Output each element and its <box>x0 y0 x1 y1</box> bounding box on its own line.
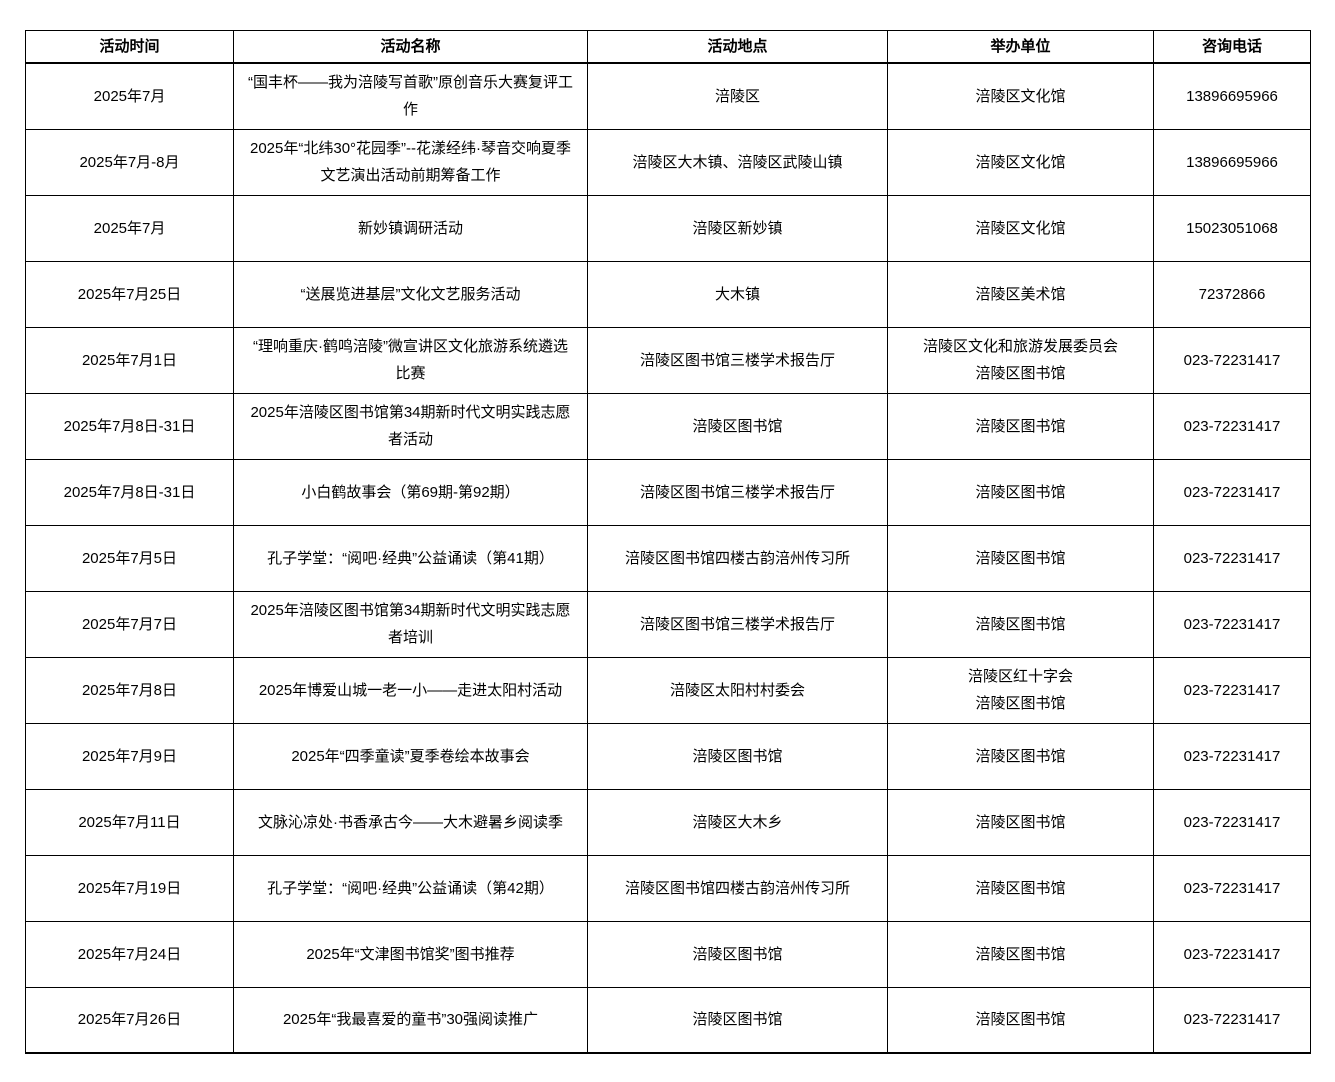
table-cell: 涪陵区文化馆 <box>887 194 1154 262</box>
table-cell: 涪陵区图书馆 <box>587 986 888 1054</box>
column-header: 咨询电话 <box>1153 30 1311 64</box>
table-cell: 涪陵区图书馆三楼学术报告厅 <box>587 458 888 526</box>
header-row: 活动时间 活动名称 活动地点 举办单位 咨询电话 <box>25 30 1311 64</box>
events-table-container: 活动时间 活动名称 活动地点 举办单位 咨询电话 2025年7月 “国丰杯——我为涪陵写首… <box>25 30 1311 1054</box>
table-cell: 2025年7月 <box>25 194 234 262</box>
table-cell: 孔子学堂：“阅吧·经典”公益诵读（第42期） <box>233 854 588 922</box>
column-header: 活动时间 <box>25 30 234 64</box>
table-cell: 涪陵区图书馆 <box>887 458 1154 526</box>
table-cell: “国丰杯——我为涪陵写首歌”原创音乐大赛复评工作 <box>233 62 588 130</box>
table-cell: 2025年涪陵区图书馆第34期新时代文明实践志愿者活动 <box>233 392 588 460</box>
table-cell: 023-72231417 <box>1153 788 1311 856</box>
table-cell: 023-72231417 <box>1153 392 1311 460</box>
table-cell: 2025年7月8日 <box>25 656 234 724</box>
table-cell: 2025年7月5日 <box>25 524 234 592</box>
column-header: 活动地点 <box>587 30 888 64</box>
table-cell: 涪陵区 <box>587 62 888 130</box>
table-cell: 涪陵区图书馆 <box>587 722 888 790</box>
column-header: 举办单位 <box>887 30 1154 64</box>
table-cell: 涪陵区文化和旅游发展委员会 涪陵区图书馆 <box>887 326 1154 394</box>
table-cell: 2025年博爱山城一老一小——走进太阳村活动 <box>233 656 588 724</box>
table-cell: 2025年7月7日 <box>25 590 234 658</box>
table-cell: 023-72231417 <box>1153 590 1311 658</box>
table-cell: 2025年7月8日-31日 <box>25 392 234 460</box>
events-table: 活动时间 活动名称 活动地点 举办单位 咨询电话 2025年7月 “国丰杯——我为涪陵写首… <box>25 30 1311 1054</box>
table-row: 2025年7月11日 文脉沁凉处·书香承古今——大木避暑乡阅读季 涪陵区大木乡 涪陵区… <box>25 788 1311 856</box>
table-cell: 2025年7月19日 <box>25 854 234 922</box>
table-row: 2025年7月8日-31日 小白鹤故事会（第69期-第92期） 涪陵区图书馆三楼学术… <box>25 458 1311 526</box>
table-cell: 023-72231417 <box>1153 326 1311 394</box>
table-cell: 小白鹤故事会（第69期-第92期） <box>233 458 588 526</box>
table-cell: 2025年7月-8月 <box>25 128 234 196</box>
table-row: 2025年7月24日 2025年“文津图书馆奖”图书推荐 涪陵区图书馆 涪陵区图书馆 0… <box>25 920 1311 988</box>
table-cell: “理响重庆·鹤鸣涪陵”微宣讲区文化旅游系统遴选比赛 <box>233 326 588 394</box>
table-cell: 2025年7月24日 <box>25 920 234 988</box>
table-cell: 涪陵区图书馆 <box>887 722 1154 790</box>
table-cell: 大木镇 <box>587 260 888 328</box>
table-body: 2025年7月 “国丰杯——我为涪陵写首歌”原创音乐大赛复评工作 涪陵区 涪陵区文化馆… <box>25 62 1311 1054</box>
table-row: 2025年7月19日 孔子学堂：“阅吧·经典”公益诵读（第42期） 涪陵区图书馆四楼… <box>25 854 1311 922</box>
table-cell: 72372866 <box>1153 260 1311 328</box>
table-cell: “送展览进基层”文化文艺服务活动 <box>233 260 588 328</box>
table-row: 2025年7月26日 2025年“我最喜爱的童书”30强阅读推广 涪陵区图书馆 涪陵区… <box>25 986 1311 1054</box>
table-cell: 涪陵区图书馆 <box>887 590 1154 658</box>
table-row: 2025年7月5日 孔子学堂：“阅吧·经典”公益诵读（第41期） 涪陵区图书馆四楼古… <box>25 524 1311 592</box>
table-cell: 新妙镇调研活动 <box>233 194 588 262</box>
table-cell: 023-72231417 <box>1153 854 1311 922</box>
table-row: 2025年7月8日 2025年博爱山城一老一小——走进太阳村活动 涪陵区太阳村村委会… <box>25 656 1311 724</box>
table-cell: 涪陵区图书馆 <box>887 392 1154 460</box>
table-cell: 涪陵区图书馆 <box>887 788 1154 856</box>
table-cell: 涪陵区文化馆 <box>887 62 1154 130</box>
table-cell: 涪陵区美术馆 <box>887 260 1154 328</box>
table-cell: 涪陵区图书馆四楼古韵涪州传习所 <box>587 524 888 592</box>
table-cell: 2025年7月8日-31日 <box>25 458 234 526</box>
table-cell: 2025年7月1日 <box>25 326 234 394</box>
table-cell: 2025年“北纬30°花园季”--花漾经纬·琴音交响夏季文艺演出活动前期筹备工作 <box>233 128 588 196</box>
table-cell: 2025年7月26日 <box>25 986 234 1054</box>
table-row: 2025年7月25日 “送展览进基层”文化文艺服务活动 大木镇 涪陵区美术馆 72372… <box>25 260 1311 328</box>
table-cell: 涪陵区图书馆 <box>887 524 1154 592</box>
table-cell: 文脉沁凉处·书香承古今——大木避暑乡阅读季 <box>233 788 588 856</box>
table-row: 2025年7月9日 2025年“四季童读”夏季卷绘本故事会 涪陵区图书馆 涪陵区图书馆… <box>25 722 1311 790</box>
table-row: 2025年7月7日 2025年涪陵区图书馆第34期新时代文明实践志愿者培训 涪陵区图… <box>25 590 1311 658</box>
table-cell: 涪陵区大木乡 <box>587 788 888 856</box>
column-header: 活动名称 <box>233 30 588 64</box>
table-cell: 涪陵区图书馆 <box>887 986 1154 1054</box>
table-cell: 023-72231417 <box>1153 986 1311 1054</box>
table-cell: 2025年7月25日 <box>25 260 234 328</box>
table-cell: 023-72231417 <box>1153 656 1311 724</box>
table-cell: 13896695966 <box>1153 62 1311 130</box>
table-cell: 涪陵区图书馆 <box>587 392 888 460</box>
table-cell: 涪陵区新妙镇 <box>587 194 888 262</box>
table-cell: 023-72231417 <box>1153 524 1311 592</box>
table-cell: 孔子学堂：“阅吧·经典”公益诵读（第41期） <box>233 524 588 592</box>
table-cell: 涪陵区文化馆 <box>887 128 1154 196</box>
table-cell: 涪陵区图书馆 <box>887 854 1154 922</box>
table-cell: 023-72231417 <box>1153 722 1311 790</box>
table-row: 2025年7月8日-31日 2025年涪陵区图书馆第34期新时代文明实践志愿者活动… <box>25 392 1311 460</box>
table-cell: 2025年“四季童读”夏季卷绘本故事会 <box>233 722 588 790</box>
table-cell: 涪陵区太阳村村委会 <box>587 656 888 724</box>
table-cell: 涪陵区图书馆三楼学术报告厅 <box>587 590 888 658</box>
table-cell: 2025年7月9日 <box>25 722 234 790</box>
table-cell: 涪陵区图书馆三楼学术报告厅 <box>587 326 888 394</box>
table-row: 2025年7月 新妙镇调研活动 涪陵区新妙镇 涪陵区文化馆 15023051068 <box>25 194 1311 262</box>
table-cell: 13896695966 <box>1153 128 1311 196</box>
table-cell: 2025年涪陵区图书馆第34期新时代文明实践志愿者培训 <box>233 590 588 658</box>
table-row: 2025年7月-8月 2025年“北纬30°花园季”--花漾经纬·琴音交响夏季文艺… <box>25 128 1311 196</box>
table-cell: 15023051068 <box>1153 194 1311 262</box>
table-cell: 涪陵区红十字会 涪陵区图书馆 <box>887 656 1154 724</box>
table-cell: 2025年7月 <box>25 62 234 130</box>
table-row: 2025年7月1日 “理响重庆·鹤鸣涪陵”微宣讲区文化旅游系统遴选比赛 涪陵区图书馆… <box>25 326 1311 394</box>
table-cell: 涪陵区大木镇、涪陵区武陵山镇 <box>587 128 888 196</box>
table-cell: 2025年7月11日 <box>25 788 234 856</box>
table-cell: 023-72231417 <box>1153 458 1311 526</box>
table-row: 2025年7月 “国丰杯——我为涪陵写首歌”原创音乐大赛复评工作 涪陵区 涪陵区文化馆… <box>25 62 1311 130</box>
table-cell: 涪陵区图书馆四楼古韵涪州传习所 <box>587 854 888 922</box>
table-cell: 2025年“文津图书馆奖”图书推荐 <box>233 920 588 988</box>
table-cell: 023-72231417 <box>1153 920 1311 988</box>
table-cell: 涪陵区图书馆 <box>587 920 888 988</box>
table-cell: 2025年“我最喜爱的童书”30强阅读推广 <box>233 986 588 1054</box>
table-cell: 涪陵区图书馆 <box>887 920 1154 988</box>
